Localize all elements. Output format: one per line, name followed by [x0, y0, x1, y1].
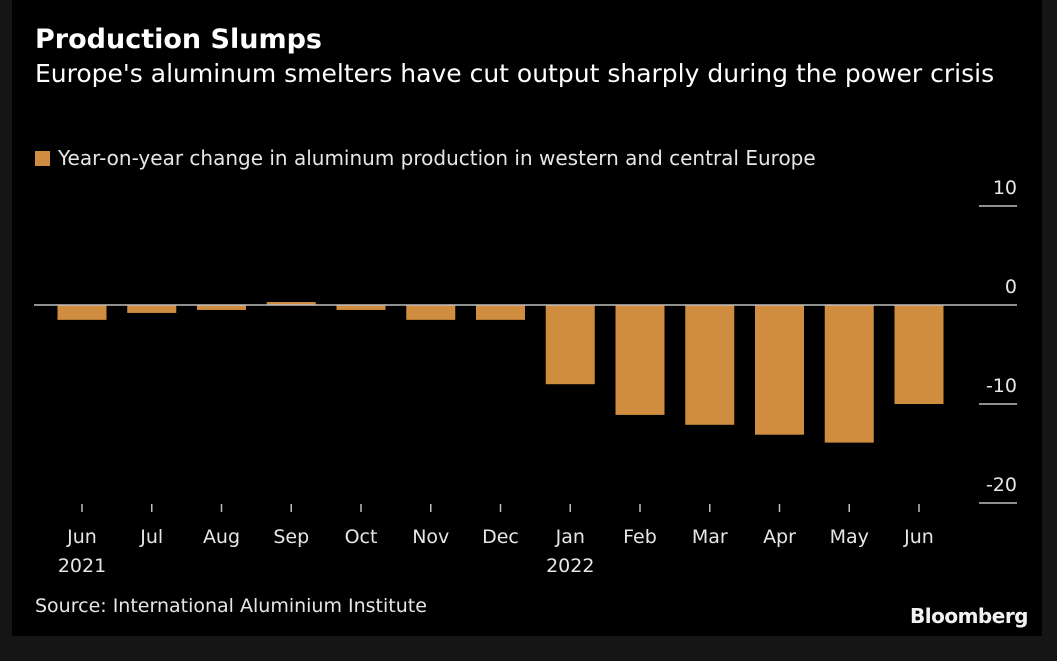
- chart-card: Production Slumps Europe's aluminum smel…: [12, 0, 1042, 636]
- x-tick-label: Jul: [139, 526, 163, 548]
- x-tick-label: Jun: [903, 526, 934, 548]
- chart-subtitle: Europe's aluminum smelters have cut outp…: [35, 59, 995, 88]
- bar: [336, 305, 386, 310]
- x-tick-year-label: 2021: [58, 555, 106, 577]
- bar: [894, 305, 944, 404]
- bar-chart: 10 0 -10 -20 Jun 2021 Jul Aug Sep Oct Nov Dec Jan 20…: [34, 177, 1017, 577]
- y-tick-label: 10: [993, 177, 1017, 199]
- x-tick-label: Feb: [623, 526, 657, 548]
- y-axis: 10 0 -10 -20: [34, 177, 1017, 504]
- x-axis: Jun 2021 Jul Aug Sep Oct Nov Dec Jan 2022 Feb Mar Ap…: [58, 504, 934, 577]
- x-tick-label: Mar: [692, 526, 728, 548]
- x-tick-label: Aug: [203, 526, 240, 548]
- y-tick-label: 0: [1005, 276, 1017, 298]
- x-tick-label: Nov: [412, 526, 449, 548]
- x-tick-label: Jun: [66, 526, 97, 548]
- bar: [266, 302, 316, 305]
- x-tick-label: May: [830, 526, 869, 548]
- bar: [615, 305, 665, 415]
- bar: [127, 305, 177, 313]
- bar: [57, 305, 107, 320]
- bars-group: [57, 302, 944, 443]
- bar: [545, 305, 595, 385]
- x-tick-year-label: 2022: [546, 555, 594, 577]
- bar: [197, 305, 246, 310]
- x-tick-label: Sep: [273, 526, 309, 548]
- bar: [406, 305, 456, 320]
- bar: [824, 305, 874, 443]
- x-tick-label: Apr: [763, 526, 796, 548]
- source-note: Source: International Aluminium Institut…: [35, 595, 427, 617]
- bar: [755, 305, 804, 435]
- legend: Year-on-year change in aluminum producti…: [35, 146, 816, 170]
- x-tick-label: Oct: [345, 526, 378, 548]
- bar: [685, 305, 735, 425]
- y-tick-label: -10: [986, 375, 1017, 397]
- bar: [476, 305, 525, 320]
- chart-title: Production Slumps: [35, 24, 322, 55]
- bloomberg-logo: Bloomberg: [910, 604, 1028, 628]
- y-tick-label: -20: [986, 474, 1017, 496]
- x-tick-label: Dec: [482, 526, 519, 548]
- x-tick-label: Jan: [555, 526, 585, 548]
- legend-swatch: [35, 150, 50, 166]
- legend-label: Year-on-year change in aluminum producti…: [58, 146, 816, 170]
